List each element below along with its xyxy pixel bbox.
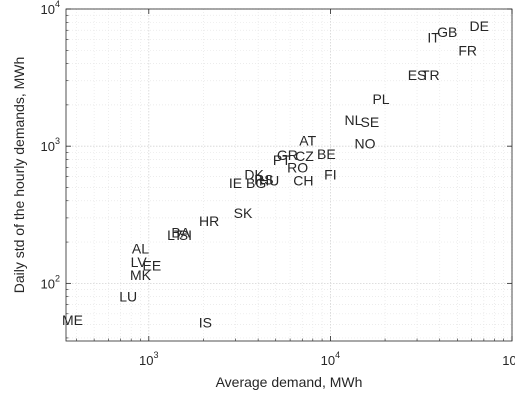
point-label-ch: CH [293, 173, 313, 189]
point-label-ie: IE [229, 175, 242, 191]
point-label-lu: LU [119, 289, 137, 305]
point-label-hu: HU [259, 173, 279, 189]
minor-grid [66, 9, 512, 341]
point-label-pt: PT [273, 152, 291, 168]
point-label-dk: DK [244, 167, 264, 183]
x-axis-title: Average demand, MWh [216, 374, 363, 390]
y-tick-label: 102 [41, 273, 60, 291]
point-label-gr: GR [277, 147, 298, 163]
plot-frame [65, 8, 513, 342]
point-label-es: ES [408, 67, 427, 83]
x-tick-label: 103 [139, 350, 158, 368]
point-label-be: BE [317, 146, 336, 162]
y-tick-label: 103 [41, 136, 60, 154]
point-label-at: AT [299, 132, 316, 148]
y-tick-label: 104 [41, 0, 60, 17]
point-label-rs: RS [254, 172, 273, 188]
point-label-fr: FR [458, 42, 477, 58]
point-label-de: DE [470, 18, 489, 34]
point-label-se: SE [361, 114, 380, 130]
point-label-al: AL [132, 240, 149, 256]
point-label-gb: GB [437, 24, 457, 40]
point-label-ro: RO [287, 159, 308, 175]
point-label-mk: MK [130, 267, 152, 283]
point-label-cz: CZ [295, 148, 314, 164]
point-label-bg: BG [246, 175, 266, 191]
y-tick-labels: 102 103 104 [41, 0, 60, 291]
x-tick-label: 104 [321, 350, 340, 368]
point-label-nl: NL [345, 112, 363, 128]
point-label-it: IT [427, 29, 440, 45]
point-label-fi: FI [324, 167, 336, 183]
point-label-tr: TR [421, 67, 440, 83]
point-label-si: SI [179, 227, 192, 243]
point-label-lt: LT [167, 227, 183, 243]
x-tick-label: 105 [502, 350, 515, 368]
point-label-sk: SK [234, 205, 253, 221]
point-label-me: ME [62, 312, 83, 328]
point-label-lv: LV [131, 254, 148, 270]
point-label-ba: BA [171, 224, 190, 240]
y-axis-title: Daily std of the hourly demands, MWh [11, 57, 27, 294]
point-label-no: NO [354, 135, 375, 151]
tick-marks [66, 8, 513, 341]
point-label-ee: EE [143, 257, 162, 273]
point-label-hr: HR [199, 213, 219, 229]
point-label-pl: PL [372, 91, 389, 107]
point-label-is: IS [199, 314, 212, 330]
x-tick-labels: 103 104 105 [139, 350, 515, 368]
